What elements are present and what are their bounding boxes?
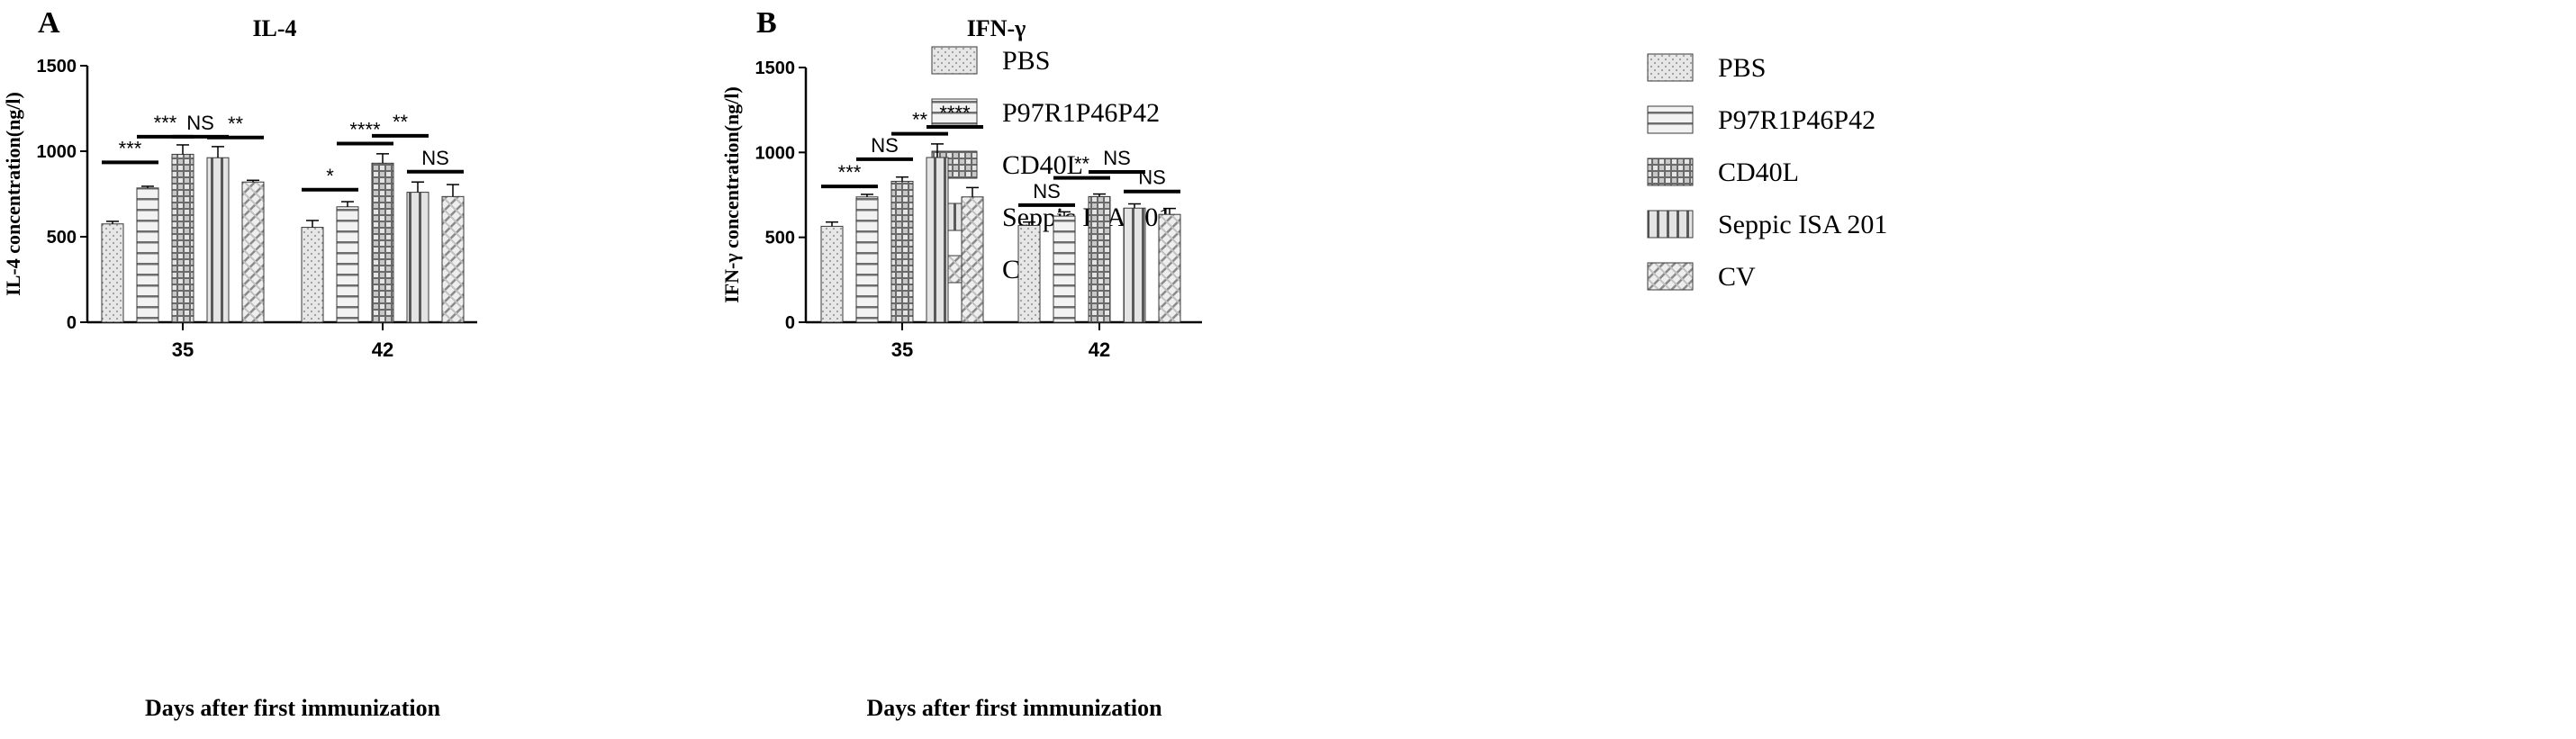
significance-label: NS — [421, 147, 449, 169]
legend-label: P97R1P46P42 — [1002, 98, 1160, 128]
legend-item: Seppic ISA 201 — [1647, 210, 1887, 239]
bar — [926, 157, 949, 323]
bar — [890, 180, 914, 323]
legend-item: CD40L — [931, 150, 1083, 180]
x-tick-label: 42 — [372, 338, 393, 361]
significance-label: *** — [119, 137, 142, 159]
bar — [171, 153, 194, 323]
legend-item: CD40L — [1647, 158, 1799, 187]
bar — [301, 227, 324, 323]
legend-swatch — [1647, 210, 1694, 239]
bar — [406, 192, 429, 323]
bar — [855, 196, 879, 323]
significance-label: NS — [186, 112, 214, 134]
chart-title: IFN-γ — [967, 15, 1026, 41]
y-axis-label: IFN-γ concentration(ng/l) — [720, 86, 743, 303]
legend-swatch — [1647, 158, 1694, 186]
significance-label: NS — [1103, 147, 1131, 169]
panel-label: B — [756, 6, 777, 40]
bar — [820, 225, 844, 323]
y-tick-label: 1000 — [755, 143, 796, 163]
significance-label: ** — [393, 111, 409, 133]
x-axis-label: Days after first immunization — [866, 695, 1162, 721]
legend-label: PBS — [1718, 53, 1766, 83]
bar — [441, 195, 465, 323]
panel-label: A — [38, 6, 60, 40]
bar — [206, 157, 230, 323]
legend-label: P97R1P46P42 — [1718, 105, 1876, 135]
legend-swatch — [1647, 262, 1694, 291]
y-tick-label: 500 — [765, 229, 795, 248]
x-axis-label: Days after first immunization — [145, 695, 441, 721]
legend-label: CD40L — [1002, 150, 1083, 180]
legend-item: CV — [1647, 262, 1756, 292]
y-tick-label: 0 — [67, 313, 77, 333]
chart-panel-b: B IFN-γ 0 500 1000 1500 IFN-γ concentration(ng… — [720, 6, 1887, 721]
legend-label: CD40L — [1718, 158, 1799, 187]
bar — [101, 223, 124, 323]
legend-item: P97R1P46P42 — [931, 98, 1160, 128]
x-tick-label: 42 — [1089, 338, 1110, 361]
bar — [1053, 215, 1076, 323]
legend-swatch — [931, 98, 978, 127]
legend-label: PBS — [1002, 46, 1050, 76]
legend-swatch — [931, 46, 978, 75]
bar — [1088, 195, 1111, 323]
bar — [371, 162, 394, 323]
significance-label: NS — [871, 134, 899, 157]
bar — [1123, 207, 1146, 323]
y-axis-label: IL-4 concentration(ng/l) — [2, 92, 24, 296]
legend-label: CV — [1718, 262, 1756, 292]
significance-label: NS — [1138, 167, 1166, 189]
y-tick-label: 0 — [785, 313, 795, 333]
y-tick-label: 1500 — [755, 59, 796, 78]
bar — [241, 181, 265, 323]
y-tick-label: 1500 — [37, 57, 77, 77]
bar — [1017, 224, 1041, 323]
bar — [1158, 213, 1181, 323]
legend-swatch — [1647, 53, 1694, 82]
significance-label: *** — [154, 112, 177, 134]
legend-swatch — [1647, 105, 1694, 134]
significance-label: ** — [228, 113, 244, 135]
bar — [961, 196, 984, 323]
legend-item: PBS — [931, 46, 1050, 76]
bar — [136, 187, 159, 323]
significance-label: * — [326, 165, 334, 187]
legend-item: P97R1P46P42 — [1647, 105, 1876, 135]
legend-item: PBS — [1647, 53, 1766, 83]
legend-label: Seppic ISA 201 — [1718, 210, 1887, 239]
y-tick-label: 1000 — [37, 142, 77, 162]
significance-label: ** — [912, 109, 928, 131]
chart-title: IL-4 — [252, 15, 296, 41]
significance-label: ** — [1074, 153, 1090, 176]
x-tick-label: 35 — [172, 338, 194, 361]
chart-panel-a: A IL-4 0 500 1000 1500 IL-4 concentration(ng/l… — [2, 6, 1171, 721]
significance-label: *** — [838, 161, 862, 184]
significance-label: NS — [1033, 180, 1061, 203]
significance-label: **** — [939, 102, 971, 124]
bar — [336, 206, 359, 323]
y-tick-label: 500 — [47, 228, 77, 248]
x-tick-label: 35 — [891, 338, 913, 361]
